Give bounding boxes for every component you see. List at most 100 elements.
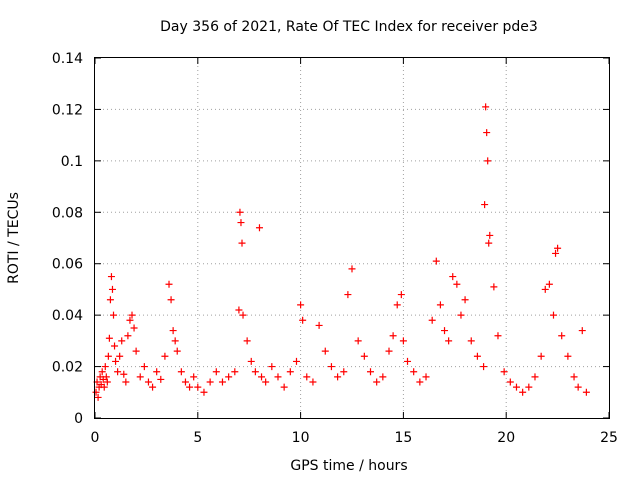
data-point (243, 337, 251, 345)
y-tick-label: 0.04 (52, 308, 83, 324)
data-point (111, 342, 119, 350)
data-point (494, 332, 502, 340)
data-point (105, 334, 113, 342)
data-point (112, 357, 120, 365)
data-point (525, 383, 533, 391)
data-point (449, 273, 457, 281)
data-point (554, 244, 562, 252)
data-point (206, 378, 214, 386)
data-point (114, 368, 122, 376)
data-point (506, 378, 514, 386)
data-point (194, 383, 202, 391)
data-point (118, 337, 126, 345)
y-tick-label: 0.08 (52, 205, 83, 221)
data-point (389, 332, 397, 340)
data-point (251, 368, 259, 376)
grid-lines (95, 58, 609, 418)
data-point (107, 273, 115, 281)
data-point (140, 363, 148, 371)
data-point (334, 373, 342, 381)
data-point (225, 373, 233, 381)
data-point (218, 378, 226, 386)
data-point (482, 103, 490, 111)
data-point (239, 311, 247, 319)
y-tick-label: 0.12 (52, 102, 83, 118)
x-tick-label: 5 (193, 430, 202, 446)
data-point (457, 311, 465, 319)
data-point (237, 219, 245, 227)
data-point (286, 368, 294, 376)
data-point (541, 285, 549, 293)
data-point (231, 368, 239, 376)
data-point (484, 157, 492, 165)
data-point (404, 357, 412, 365)
x-tick-label: 10 (292, 430, 310, 446)
data-point (102, 373, 110, 381)
data-point (103, 378, 111, 386)
data-point (399, 337, 407, 345)
data-point (441, 327, 449, 335)
chart-title: Day 356 of 2021, Rate Of TEC Index for r… (160, 19, 538, 35)
axis-ticks: 0 5 10 15 20 25 0 0.02 0.04 0.06 0.08 0.1 0.12 0.14 (52, 51, 618, 446)
y-tick-label: 0.06 (52, 257, 83, 273)
data-point (212, 368, 220, 376)
data-point (128, 311, 136, 319)
data-point (122, 378, 130, 386)
y-tick-label: 0 (74, 411, 83, 427)
data-point (144, 378, 152, 386)
data-point (531, 373, 539, 381)
data-point (136, 373, 144, 381)
data-point (473, 352, 481, 360)
data-point (167, 296, 175, 304)
x-axis-label: GPS time / hours (290, 458, 407, 474)
data-point (149, 383, 157, 391)
data-point (153, 368, 161, 376)
data-point (582, 388, 590, 396)
data-point (574, 383, 582, 391)
data-point (200, 388, 208, 396)
data-points (92, 103, 590, 401)
x-tick-label: 20 (497, 430, 515, 446)
y-tick-label: 0.02 (52, 360, 83, 376)
data-point (545, 280, 553, 288)
data-point (165, 280, 173, 288)
data-point (268, 363, 276, 371)
data-point (461, 296, 469, 304)
data-point (110, 311, 118, 319)
data-point (132, 347, 140, 355)
x-tick-label: 0 (91, 430, 100, 446)
data-point (327, 363, 335, 371)
data-point (432, 257, 440, 265)
data-point (500, 368, 508, 376)
data-point (120, 370, 128, 378)
data-point (344, 291, 352, 299)
data-point (116, 352, 124, 360)
data-point (385, 347, 393, 355)
data-point (537, 352, 545, 360)
data-point (124, 332, 132, 340)
data-point (321, 347, 329, 355)
data-point (157, 375, 165, 383)
data-point (190, 373, 198, 381)
data-point (578, 327, 586, 335)
data-point (416, 378, 424, 386)
data-point (101, 363, 109, 371)
data-point (130, 324, 138, 332)
data-point (309, 378, 317, 386)
data-point (348, 265, 356, 273)
data-point (512, 383, 520, 391)
data-point (354, 337, 362, 345)
data-point (483, 129, 491, 137)
data-point (564, 352, 572, 360)
data-point (299, 316, 307, 324)
data-point (367, 368, 375, 376)
data-point (315, 321, 323, 329)
data-point (379, 373, 387, 381)
data-point (104, 352, 112, 360)
data-point (422, 373, 430, 381)
data-point (453, 280, 461, 288)
data-point (428, 316, 436, 324)
data-point (92, 388, 100, 396)
data-point (98, 368, 106, 376)
